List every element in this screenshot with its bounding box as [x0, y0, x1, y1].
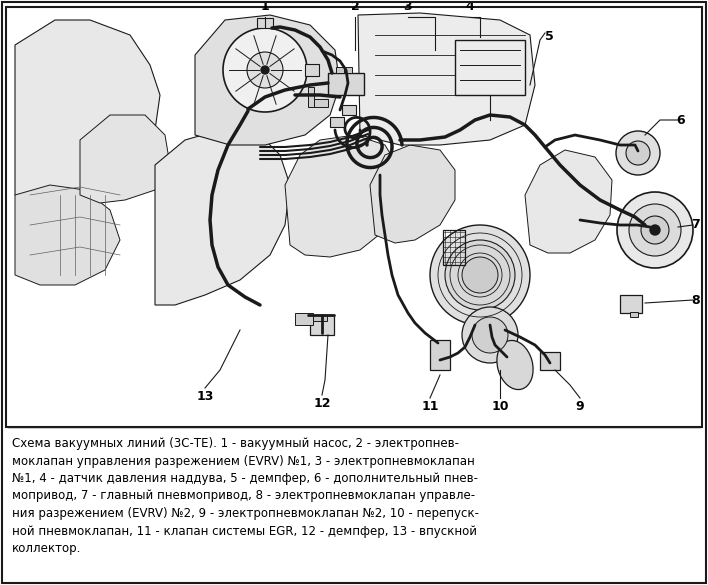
Text: 3: 3: [404, 0, 412, 13]
Bar: [313, 315, 327, 321]
Bar: [295, 313, 313, 325]
Bar: [305, 64, 319, 76]
Polygon shape: [358, 13, 535, 145]
Bar: [443, 230, 465, 265]
Circle shape: [223, 28, 307, 112]
Bar: [257, 18, 273, 28]
Text: 10: 10: [491, 400, 509, 413]
Polygon shape: [15, 20, 160, 210]
Text: 4: 4: [466, 0, 474, 13]
Bar: [620, 295, 642, 313]
Text: 12: 12: [313, 397, 331, 410]
Bar: [6, 7, 702, 427]
Polygon shape: [370, 145, 455, 243]
Circle shape: [616, 131, 660, 175]
Bar: [314, 99, 328, 107]
Circle shape: [445, 240, 515, 310]
Circle shape: [650, 225, 660, 235]
Circle shape: [462, 257, 498, 293]
Text: 5: 5: [545, 30, 554, 43]
Polygon shape: [525, 150, 612, 253]
FancyBboxPatch shape: [328, 73, 364, 95]
Polygon shape: [80, 115, 170, 203]
Circle shape: [462, 307, 518, 363]
Circle shape: [641, 216, 669, 244]
Polygon shape: [285, 135, 400, 257]
Bar: [308, 87, 314, 107]
Text: 8: 8: [692, 294, 700, 307]
Bar: [630, 312, 638, 317]
Bar: [330, 117, 344, 127]
Bar: [430, 340, 450, 370]
Text: 1: 1: [261, 0, 269, 13]
Polygon shape: [15, 185, 120, 285]
Text: 9: 9: [576, 400, 584, 413]
Text: 11: 11: [421, 400, 439, 413]
Text: 6: 6: [676, 113, 685, 126]
Text: 7: 7: [691, 219, 700, 232]
Polygon shape: [155, 130, 290, 305]
Bar: [455, 40, 525, 95]
Circle shape: [261, 66, 269, 74]
Circle shape: [626, 141, 650, 165]
Polygon shape: [195, 15, 340, 145]
Ellipse shape: [497, 340, 533, 390]
Text: 13: 13: [196, 390, 214, 403]
Circle shape: [629, 204, 681, 256]
Text: 2: 2: [350, 0, 360, 13]
Bar: [344, 67, 352, 73]
Circle shape: [617, 192, 693, 268]
Bar: [336, 67, 344, 73]
Circle shape: [472, 317, 508, 353]
Bar: [540, 352, 560, 370]
Circle shape: [430, 225, 530, 325]
Circle shape: [247, 52, 283, 88]
Bar: [342, 105, 356, 115]
Bar: [310, 315, 334, 335]
Text: Схема вакуумных линий (3С-ТЕ). 1 - вакуумный насос, 2 - электропнев-
моклапан уп: Схема вакуумных линий (3С-ТЕ). 1 - вакуу…: [12, 437, 479, 555]
